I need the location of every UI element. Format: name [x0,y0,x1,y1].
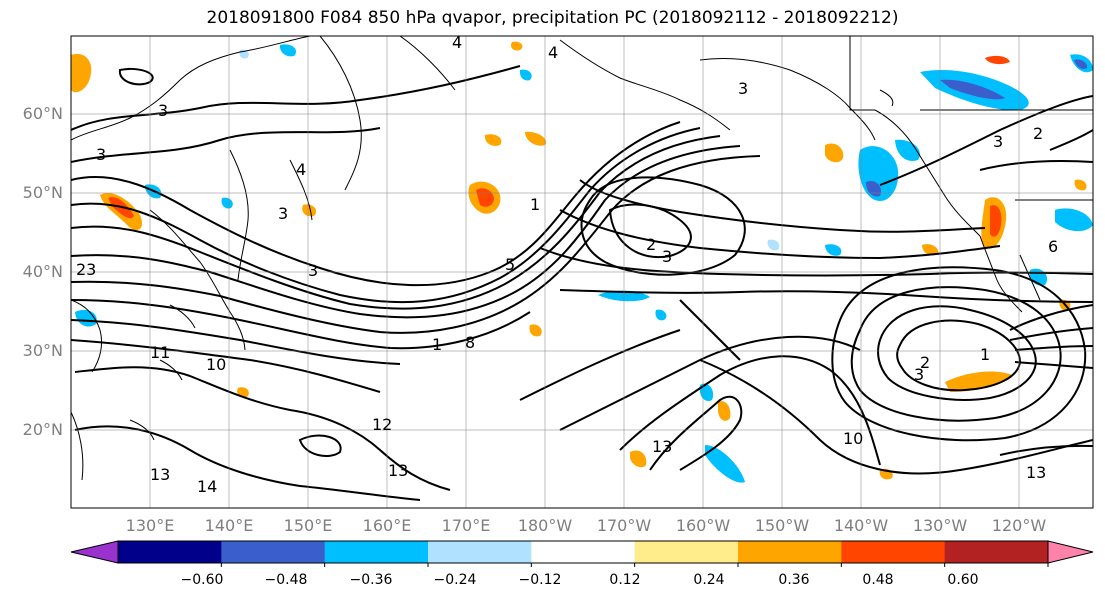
contour-label: 5 [505,255,515,274]
lon-label: 160°E [347,516,427,535]
contour-label: 13 [1026,463,1046,482]
contour-label: 3 [158,101,168,120]
lon-label: 170°E [426,516,506,535]
colorbar-tick-label: 0.36 [759,572,829,588]
lon-label: 150°W [742,516,822,535]
colorbar-tick-label: −0.24 [420,572,490,588]
contour-label: 10 [843,429,863,448]
colorbar-ticks [221,563,1105,567]
contour-label: 1 [980,345,990,364]
lat-label: 60°N [8,104,63,123]
colorbar-swatch [428,541,532,563]
contour-label: 1 [432,335,442,354]
colorbar-swatch [325,541,429,563]
colorbar-swatch [221,541,325,563]
contour-label: 10 [206,355,226,374]
lon-label: 140°E [189,516,269,535]
colorbar-arrow-left [71,541,118,563]
colorbar-tick-label: 0.12 [590,572,660,588]
contour-label: 12 [372,415,392,434]
contour-label: 13 [150,465,170,484]
colorbar-tick-label: −0.12 [505,572,575,588]
colorbar-tick-label: 0.48 [843,572,913,588]
colorbar-swatch [118,541,222,563]
contour-label: 2 [646,235,656,254]
contour-label: 2 [920,353,930,372]
colorbar [71,541,1105,567]
contour-label: 4 [548,43,558,62]
colorbar-tick-label: 0.60 [928,572,998,588]
contour-label: 11 [150,343,170,362]
contour-label: 3 [278,204,288,223]
lon-label: 170°W [584,516,664,535]
lat-label: 40°N [8,262,63,281]
colorbar-swatch [635,541,739,563]
contour-label: 1 [530,195,540,214]
lon-label: 130°E [110,516,190,535]
colorbar-swatch [738,541,842,563]
contour-label: 3 [96,145,106,164]
colorbar-tick-label: −0.48 [251,572,321,588]
contour-label: 13 [388,461,408,480]
contour-label: 3 [662,247,672,266]
lon-label: 150°E [268,516,348,535]
contour-label: 6 [1048,237,1058,256]
lon-label: 180°W [505,516,585,535]
contour-label: 14 [197,477,217,496]
colorbar-swatch [945,541,1049,563]
contour-label: 3 [308,261,318,280]
contour-label: 4 [296,160,306,179]
colorbar-tick-label: −0.60 [167,572,237,588]
colorbar-swatches [118,541,1049,563]
map-canvas: 3 4 4 3 2 3 3 4 3 23 3 3 2 3 11 10 8 13 … [0,0,1105,601]
colorbar-arrow-right [1048,541,1093,563]
colorbar-swatch [841,541,945,563]
colorbar-swatch [531,541,635,563]
lon-label: 130°W [900,516,980,535]
lat-label: 20°N [8,420,63,439]
colorbar-tick-label: −0.36 [336,572,406,588]
lon-label: 120°W [979,516,1059,535]
contour-label: 23 [76,260,96,279]
lon-label: 140°W [821,516,901,535]
map-grid [71,36,1093,508]
contour-label: 13 [652,437,672,456]
colorbar-tick-label: 0.24 [674,572,744,588]
lon-label: 160°W [663,516,743,535]
contour-label: 8 [465,333,475,352]
lat-label: 50°N [8,183,63,202]
contour-label: 2 [1033,124,1043,143]
contour-label: 3 [993,132,1003,151]
contour-label: 3 [738,79,748,98]
lat-label: 30°N [8,341,63,360]
